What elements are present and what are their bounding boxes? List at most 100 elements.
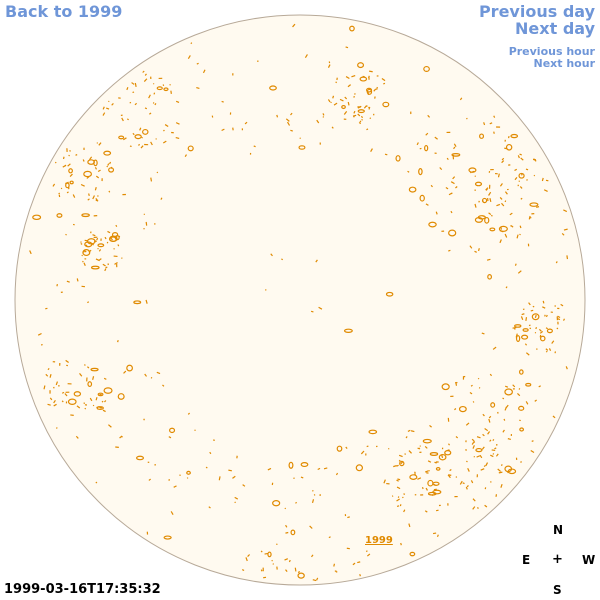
contour-mark — [281, 258, 284, 261]
contour-mark — [429, 452, 439, 456]
compass-west-label: W — [582, 553, 596, 567]
contour-mark — [512, 326, 517, 329]
contour-mark — [450, 192, 453, 195]
contour-mark — [131, 82, 135, 85]
contour-mark — [65, 359, 69, 364]
contour-mark — [160, 197, 163, 200]
contour-mark — [343, 111, 348, 115]
contour-mark — [328, 536, 331, 539]
contour-mark — [298, 145, 306, 150]
contour-mark — [187, 412, 191, 415]
contour-mark — [103, 377, 107, 380]
contour-mark — [315, 577, 319, 581]
contour-mark — [496, 203, 501, 207]
contour-mark — [82, 260, 84, 263]
contour-mark — [269, 85, 277, 91]
contour-mark — [294, 567, 297, 572]
contour-mark — [357, 561, 361, 564]
contour-mark — [483, 464, 486, 468]
contour-mark — [154, 103, 157, 106]
contour-mark — [455, 381, 458, 386]
contour-mark — [487, 431, 491, 435]
contour-mark — [366, 88, 373, 95]
previous-hour-link[interactable]: Previous hour — [508, 45, 595, 58]
contour-mark — [533, 174, 536, 177]
contour-mark — [284, 507, 287, 510]
contour-mark — [111, 103, 114, 106]
contour-mark — [542, 300, 545, 304]
contour-mark — [47, 368, 50, 371]
contour-mark — [242, 484, 246, 487]
contour-mark — [347, 101, 350, 106]
contour-mark — [482, 433, 485, 437]
contour-mark — [365, 550, 368, 553]
contour-mark — [557, 318, 561, 321]
year-link[interactable]: 1999 — [365, 535, 393, 546]
contour-mark — [80, 183, 85, 187]
contour-mark — [175, 100, 180, 104]
contour-mark — [295, 501, 298, 504]
contour-mark — [528, 324, 531, 327]
contour-mark — [520, 316, 524, 321]
contour-mark — [454, 408, 457, 411]
contour-mark — [96, 142, 99, 144]
contour-mark — [470, 480, 474, 484]
contour-mark — [425, 203, 429, 206]
contour-mark — [505, 143, 513, 151]
contour-mark — [476, 455, 481, 458]
contour-mark — [90, 265, 100, 270]
contour-mark — [532, 305, 535, 308]
contour-mark — [300, 476, 304, 479]
contour-mark — [366, 445, 369, 448]
contour-mark — [343, 328, 353, 333]
contour-mark — [414, 473, 416, 476]
contour-mark — [106, 241, 109, 244]
contour-mark — [49, 374, 52, 378]
contour-mark — [520, 157, 524, 161]
contour-mark — [452, 176, 456, 180]
contour-mark — [489, 122, 493, 125]
next-hour-link[interactable]: Next hour — [533, 57, 596, 70]
contour-mark — [89, 156, 93, 161]
contour-mark — [142, 70, 145, 73]
contour-mark — [422, 438, 432, 444]
contour-mark — [98, 142, 102, 146]
contour-mark — [501, 202, 505, 207]
contour-mark — [106, 107, 110, 110]
contour-mark — [522, 328, 529, 332]
contour-mark — [507, 471, 510, 474]
contour-mark — [145, 299, 148, 304]
contour-mark — [304, 54, 308, 59]
contour-mark — [556, 327, 559, 330]
contour-mark — [453, 146, 456, 150]
contour-mark — [476, 507, 479, 509]
contour-mark — [476, 436, 481, 439]
next-day-link[interactable]: Next day — [515, 19, 595, 38]
contour-mark — [507, 438, 511, 441]
contour-mark — [525, 168, 529, 171]
back-to-year-link[interactable]: Back to 1999 — [5, 2, 123, 21]
contour-mark — [424, 470, 429, 473]
contour-mark — [479, 454, 483, 459]
contour-mark — [163, 535, 172, 540]
contour-mark — [315, 259, 318, 263]
contour-mark — [97, 247, 99, 250]
contour-mark — [396, 479, 399, 482]
contour-mark — [509, 212, 513, 216]
contour-mark — [373, 88, 377, 92]
contour-mark — [123, 370, 127, 374]
contour-mark — [241, 569, 245, 572]
contour-mark — [357, 105, 362, 109]
contour-mark — [163, 129, 165, 132]
contour-mark — [67, 398, 77, 405]
contour-mark — [504, 406, 507, 411]
contour-mark — [196, 62, 199, 65]
contour-mark — [87, 198, 90, 201]
contour-mark — [109, 236, 113, 241]
contour-mark — [366, 128, 369, 131]
contour-mark — [504, 200, 507, 203]
previous-day-link[interactable]: Previous day — [478, 2, 595, 21]
contour-mark — [96, 237, 99, 241]
contour-mark — [528, 302, 531, 306]
contour-mark — [49, 397, 53, 401]
